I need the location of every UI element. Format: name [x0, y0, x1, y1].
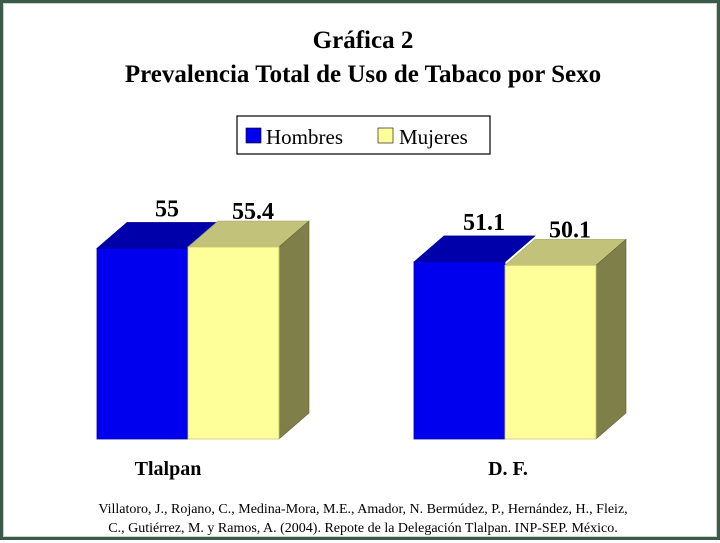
legend-label-mujeres: Mujeres: [399, 125, 468, 149]
bar-tlalpan-hombres-front: [96, 247, 189, 440]
category-label-tlalpan: Tlalpan: [135, 458, 202, 480]
bars-group: [96, 220, 627, 440]
bar-df-mujeres-side: [595, 238, 627, 440]
legend-swatch-mujeres: [377, 127, 394, 144]
bar-df-mujeres: [504, 238, 627, 440]
value-label-tlalpan-mujeres: 55.4: [232, 199, 274, 225]
bar-df-hombres: [413, 235, 536, 440]
legend-label-hombres: Hombres: [266, 125, 343, 149]
chart: Gráfica 2 Prevalencia Total de Uso de Ta…: [96, 27, 628, 536]
chart-subtitle: Prevalencia Total de Uso de Tabaco por S…: [125, 61, 601, 88]
chart-title: Gráfica 2: [313, 27, 414, 54]
bar-df-mujeres-front: [504, 264, 597, 440]
source-line-2: C., Gutiérrez, M. y Ramos, A. (2004). Re…: [108, 521, 617, 536]
bar-tlalpan-mujeres: [187, 220, 310, 440]
legend-box: [236, 115, 491, 155]
legend: Hombres Mujeres: [236, 115, 491, 155]
value-labels-group: 55 55.4 51.1 50.1: [155, 196, 591, 243]
bar-tlalpan-mujeres-side: [278, 220, 310, 440]
category-labels-group: Tlalpan D. F.: [135, 458, 528, 480]
bar-tlalpan-mujeres-front: [187, 246, 280, 440]
legend-swatch-hombres: [245, 127, 262, 144]
category-label-df: D. F.: [488, 458, 528, 480]
bar-df-hombres-front: [413, 261, 506, 440]
value-label-df-hombres: 51.1: [463, 210, 505, 236]
value-label-tlalpan-hombres: 55: [155, 196, 179, 222]
value-label-df-mujeres: 50.1: [549, 217, 591, 243]
source-line-1: Villatoro, J., Rojano, C., Medina-Mora, …: [98, 502, 627, 517]
bar-tlalpan-hombres: [96, 222, 219, 440]
